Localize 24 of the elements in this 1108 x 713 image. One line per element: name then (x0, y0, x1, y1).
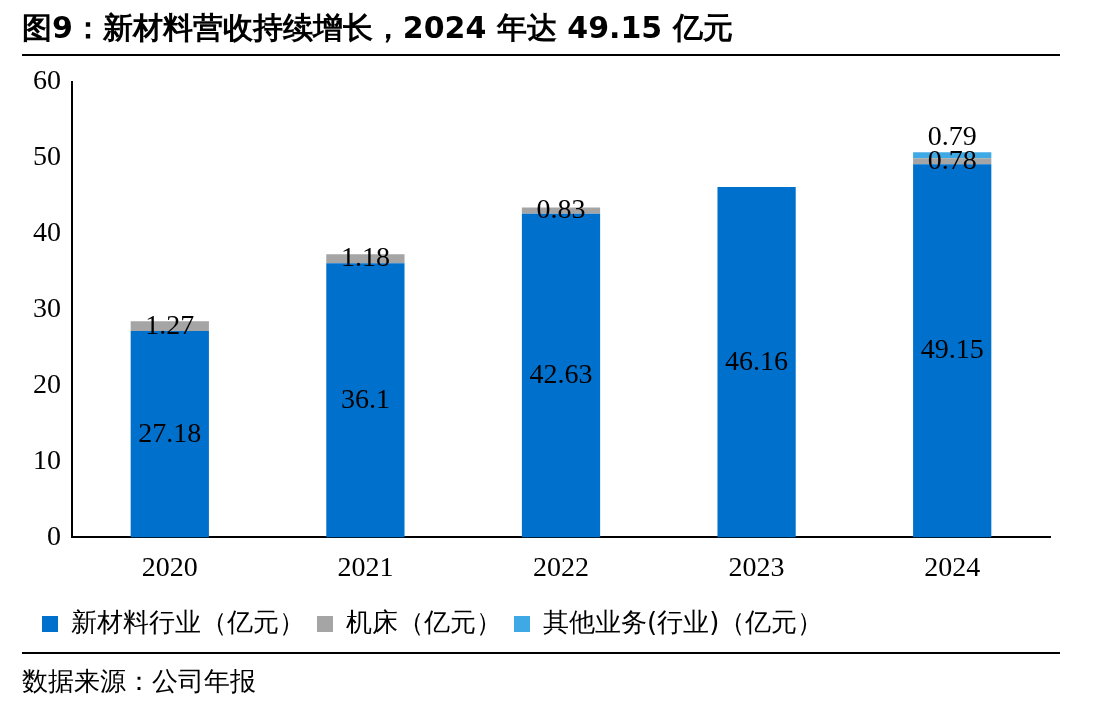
x-tick-label: 2020 (141, 550, 198, 582)
x-tick-label: 2022 (533, 550, 589, 582)
y-tick-label: 20 (33, 367, 61, 399)
bar (717, 186, 796, 538)
legend-label: 其他业务(行业)（亿元） (543, 606, 824, 637)
y-tick-label: 0 (47, 519, 61, 551)
source-note: 数据来源：公司年报 (22, 665, 256, 698)
y-tick-label: 50 (33, 140, 61, 172)
y-tick-label: 30 (33, 291, 61, 323)
x-tick-label: 2021 (337, 550, 394, 582)
data-label: 0.79 (927, 119, 977, 151)
y-tick-label: 40 (33, 216, 61, 248)
legend-label: 新材料行业（亿元） (71, 606, 305, 637)
y-tick-label: 60 (33, 64, 61, 96)
data-label: 27.18 (138, 416, 202, 448)
x-tick-label: 2023 (728, 550, 785, 582)
data-label: 42.63 (529, 357, 593, 389)
y-tick-label: 10 (33, 443, 61, 475)
x-tick-label: 2024 (924, 550, 981, 582)
data-label: 46.16 (725, 344, 789, 376)
legend-label: 机床（亿元） (346, 606, 502, 637)
chart-title: 图9：新材料营收持续增长，2024 年达 49.15 亿元 (22, 9, 733, 47)
data-label: 49.15 (920, 333, 984, 365)
data-label: 36.1 (340, 382, 390, 414)
